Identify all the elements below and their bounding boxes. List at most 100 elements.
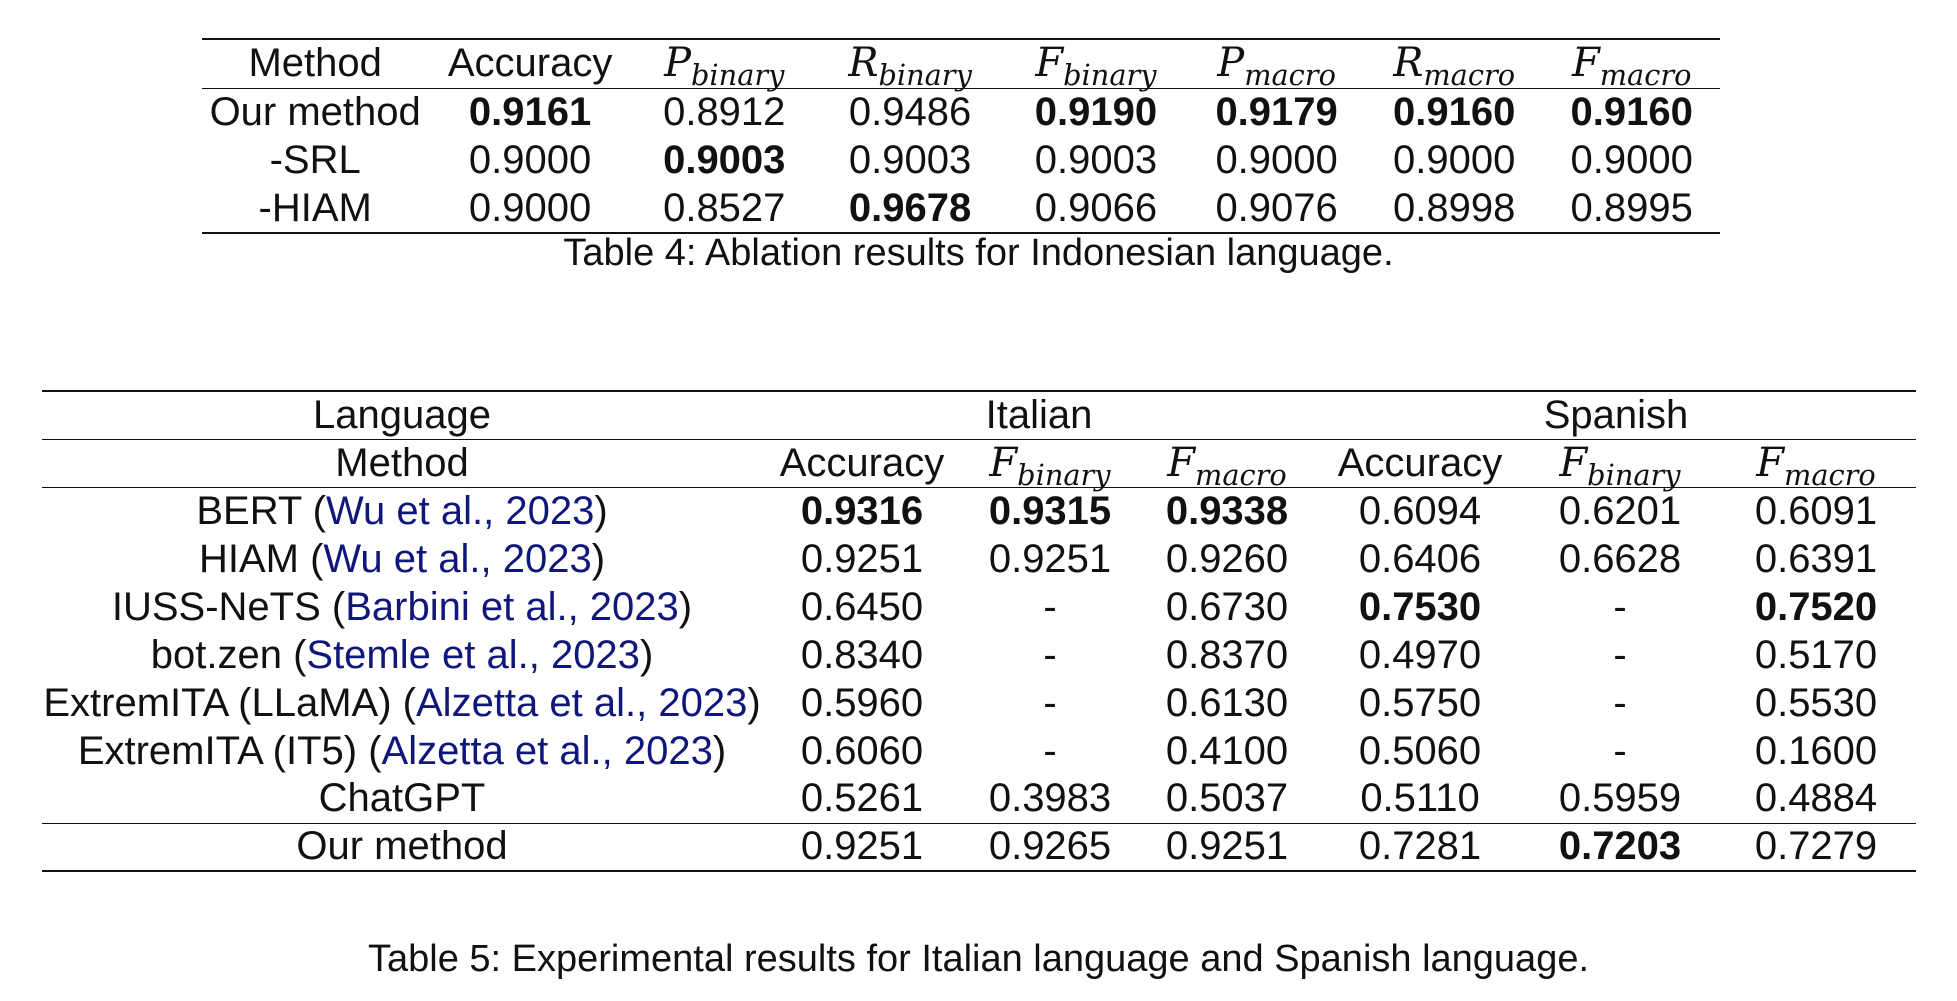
method-name: ChatGPT xyxy=(318,776,486,821)
value-cell: 0.5530 xyxy=(1754,680,1878,725)
method-cell: Our method xyxy=(209,90,421,135)
method-name: IUSS-NeTS xyxy=(111,584,321,629)
value-cell: 0.9000 xyxy=(1392,138,1516,182)
value-cell: 0.9000 xyxy=(468,138,592,182)
col-f-macro: Fmacro xyxy=(1543,39,1720,92)
citation-link[interactable]: Stemle et al., 2023 xyxy=(306,632,640,677)
value-cell: 0.9161 xyxy=(468,90,592,135)
method-cell: Our method xyxy=(42,822,762,871)
value-cell: 0.3983 xyxy=(988,776,1112,821)
col-language: Language xyxy=(42,391,762,440)
method-name: ExtremITA (LLaMA) xyxy=(43,680,392,725)
method-cell: -HIAM xyxy=(258,185,372,230)
value-cell: - xyxy=(1613,680,1627,725)
value-cell: 0.9251 xyxy=(762,822,962,871)
value-cell: 0.5170 xyxy=(1754,632,1878,677)
value-cell: 0.9315 xyxy=(988,488,1112,533)
table-row: bot.zen (Stemle et al., 2023) 0.8340 - 0.83… xyxy=(42,631,1916,679)
value-cell: 0.6130 xyxy=(1165,680,1289,725)
method-name: Our method xyxy=(296,824,508,869)
col-es-f-macro: Fmacro xyxy=(1716,439,1916,492)
col-method: Method xyxy=(42,439,762,488)
value-cell: 0.6060 xyxy=(800,728,924,773)
value-cell: 0.9160 xyxy=(1392,90,1516,135)
value-cell: - xyxy=(1613,584,1627,629)
method-name: HIAM xyxy=(198,536,299,581)
table-row: ExtremITA (IT5) (Alzetta et al., 2023) 0.… xyxy=(42,727,1916,775)
citation-link[interactable]: Wu et al., 2023 xyxy=(323,536,592,581)
table-row: Our method 0.9161 0.8912 0.9486 0.9190 0.9179… xyxy=(202,89,1720,137)
value-cell: 0.9251 xyxy=(988,536,1112,581)
table-row: ChatGPT 0.5261 0.3983 0.5037 0.5110 0.5959 0.4… xyxy=(42,775,1916,823)
value-cell: 0.5037 xyxy=(1165,776,1289,821)
col-it-accuracy: Accuracy xyxy=(762,439,962,488)
value-cell: 0.4970 xyxy=(1358,632,1482,677)
table-row: IUSS-NeTS (Barbini et al., 2023) 0.6450 - 0… xyxy=(42,583,1916,631)
value-cell: 0.6628 xyxy=(1558,536,1682,581)
table5-caption: Table 5: Experimental results for Italia… xyxy=(367,938,1590,980)
table-row: HIAM (Wu et al., 2023) 0.9251 0.9251 0.9260… xyxy=(42,535,1916,583)
citation-link[interactable]: Wu et al., 2023 xyxy=(326,488,595,533)
value-cell: 0.6094 xyxy=(1358,488,1482,533)
value-cell: - xyxy=(1043,584,1057,629)
value-cell: 0.5959 xyxy=(1558,776,1682,821)
col-p-binary: Pbinary xyxy=(631,39,817,92)
method-cell: ChatGPT xyxy=(42,775,762,823)
value-cell: 0.9160 xyxy=(1570,90,1693,135)
value-cell: 0.9190 xyxy=(1034,90,1158,135)
value-cell: 0.9003 xyxy=(848,138,972,182)
citation-link[interactable]: Alzetta et al., 2023 xyxy=(381,728,713,773)
value-cell: 0.9316 xyxy=(800,488,924,533)
table-row: -HIAM 0.9000 0.8527 0.9678 0.9066 0.9076 0.899… xyxy=(202,185,1720,233)
col-it-f-macro: Fmacro xyxy=(1138,439,1316,492)
value-cell: - xyxy=(1043,632,1057,677)
value-cell: 0.6391 xyxy=(1754,536,1878,581)
table-row: Our method 0.9251 0.9265 0.9251 0.7281 0.7203… xyxy=(42,822,1916,871)
value-cell: 0.9066 xyxy=(1034,185,1158,230)
method-cell: -SRL xyxy=(269,138,361,182)
value-cell: 0.9251 xyxy=(800,536,924,581)
value-cell: 0.9000 xyxy=(1570,138,1693,182)
table-row: ExtremITA (LLaMA) (Alzetta et al., 2023)… xyxy=(42,679,1916,727)
value-cell: 0.7279 xyxy=(1716,822,1916,871)
value-cell: 0.9000 xyxy=(1215,138,1338,182)
value-cell: 0.9251 xyxy=(1138,822,1316,871)
value-cell: - xyxy=(1043,680,1057,725)
value-cell: - xyxy=(1043,728,1057,773)
method-cell: HIAM (Wu et al., 2023) xyxy=(198,536,606,581)
table-row: BERT (Wu et al., 2023) 0.9316 0.9315 0.9338… xyxy=(42,487,1916,535)
method-name: ExtremITA (IT5) xyxy=(77,728,358,773)
value-cell: 0.8912 xyxy=(663,90,786,135)
value-cell: 0.8998 xyxy=(1392,185,1516,230)
value-cell: 0.5110 xyxy=(1360,776,1480,821)
value-cell: 0.9678 xyxy=(848,185,972,230)
value-cell: 0.7530 xyxy=(1358,584,1482,629)
method-name: bot.zen xyxy=(150,632,282,677)
col-method: Method xyxy=(202,39,429,89)
value-cell: 0.7281 xyxy=(1316,822,1524,871)
value-cell: 0.1600 xyxy=(1754,728,1878,773)
method-cell: ExtremITA (IT5) (Alzetta et al., 2023) xyxy=(77,728,727,773)
col-accuracy: Accuracy xyxy=(428,39,632,89)
citation-link[interactable]: Alzetta et al., 2023 xyxy=(416,680,748,725)
value-cell: 0.5261 xyxy=(800,776,924,821)
value-cell: 0.6406 xyxy=(1358,536,1482,581)
results-table-italian-spanish: Language Italian Spanish Method Accuracy… xyxy=(42,390,1916,872)
col-p-macro: Pmacro xyxy=(1188,39,1365,92)
col-group-spanish: Spanish xyxy=(1316,391,1916,440)
method-cell: ExtremITA (LLaMA) (Alzetta et al., 2023) xyxy=(43,680,761,725)
col-r-macro: Rmacro xyxy=(1364,39,1544,92)
value-cell: 0.7203 xyxy=(1524,822,1716,871)
method-cell: bot.zen (Stemle et al., 2023) xyxy=(150,632,654,677)
value-cell: 0.8995 xyxy=(1570,185,1693,230)
citation-link[interactable]: Barbini et al., 2023 xyxy=(345,584,679,629)
col-it-f-binary: Fbinary xyxy=(962,439,1138,492)
table5-language-row: Language Italian Spanish xyxy=(42,391,1916,440)
value-cell: 0.6450 xyxy=(800,584,924,629)
value-cell: 0.5060 xyxy=(1358,728,1482,773)
value-cell: 0.9003 xyxy=(1034,138,1158,182)
table4-header-row: Method Accuracy Pbinary Rbinary Fbinary … xyxy=(202,39,1720,92)
value-cell: - xyxy=(1613,632,1627,677)
method-cell: IUSS-NeTS (Barbini et al., 2023) xyxy=(111,584,693,629)
value-cell: 0.9260 xyxy=(1165,536,1289,581)
